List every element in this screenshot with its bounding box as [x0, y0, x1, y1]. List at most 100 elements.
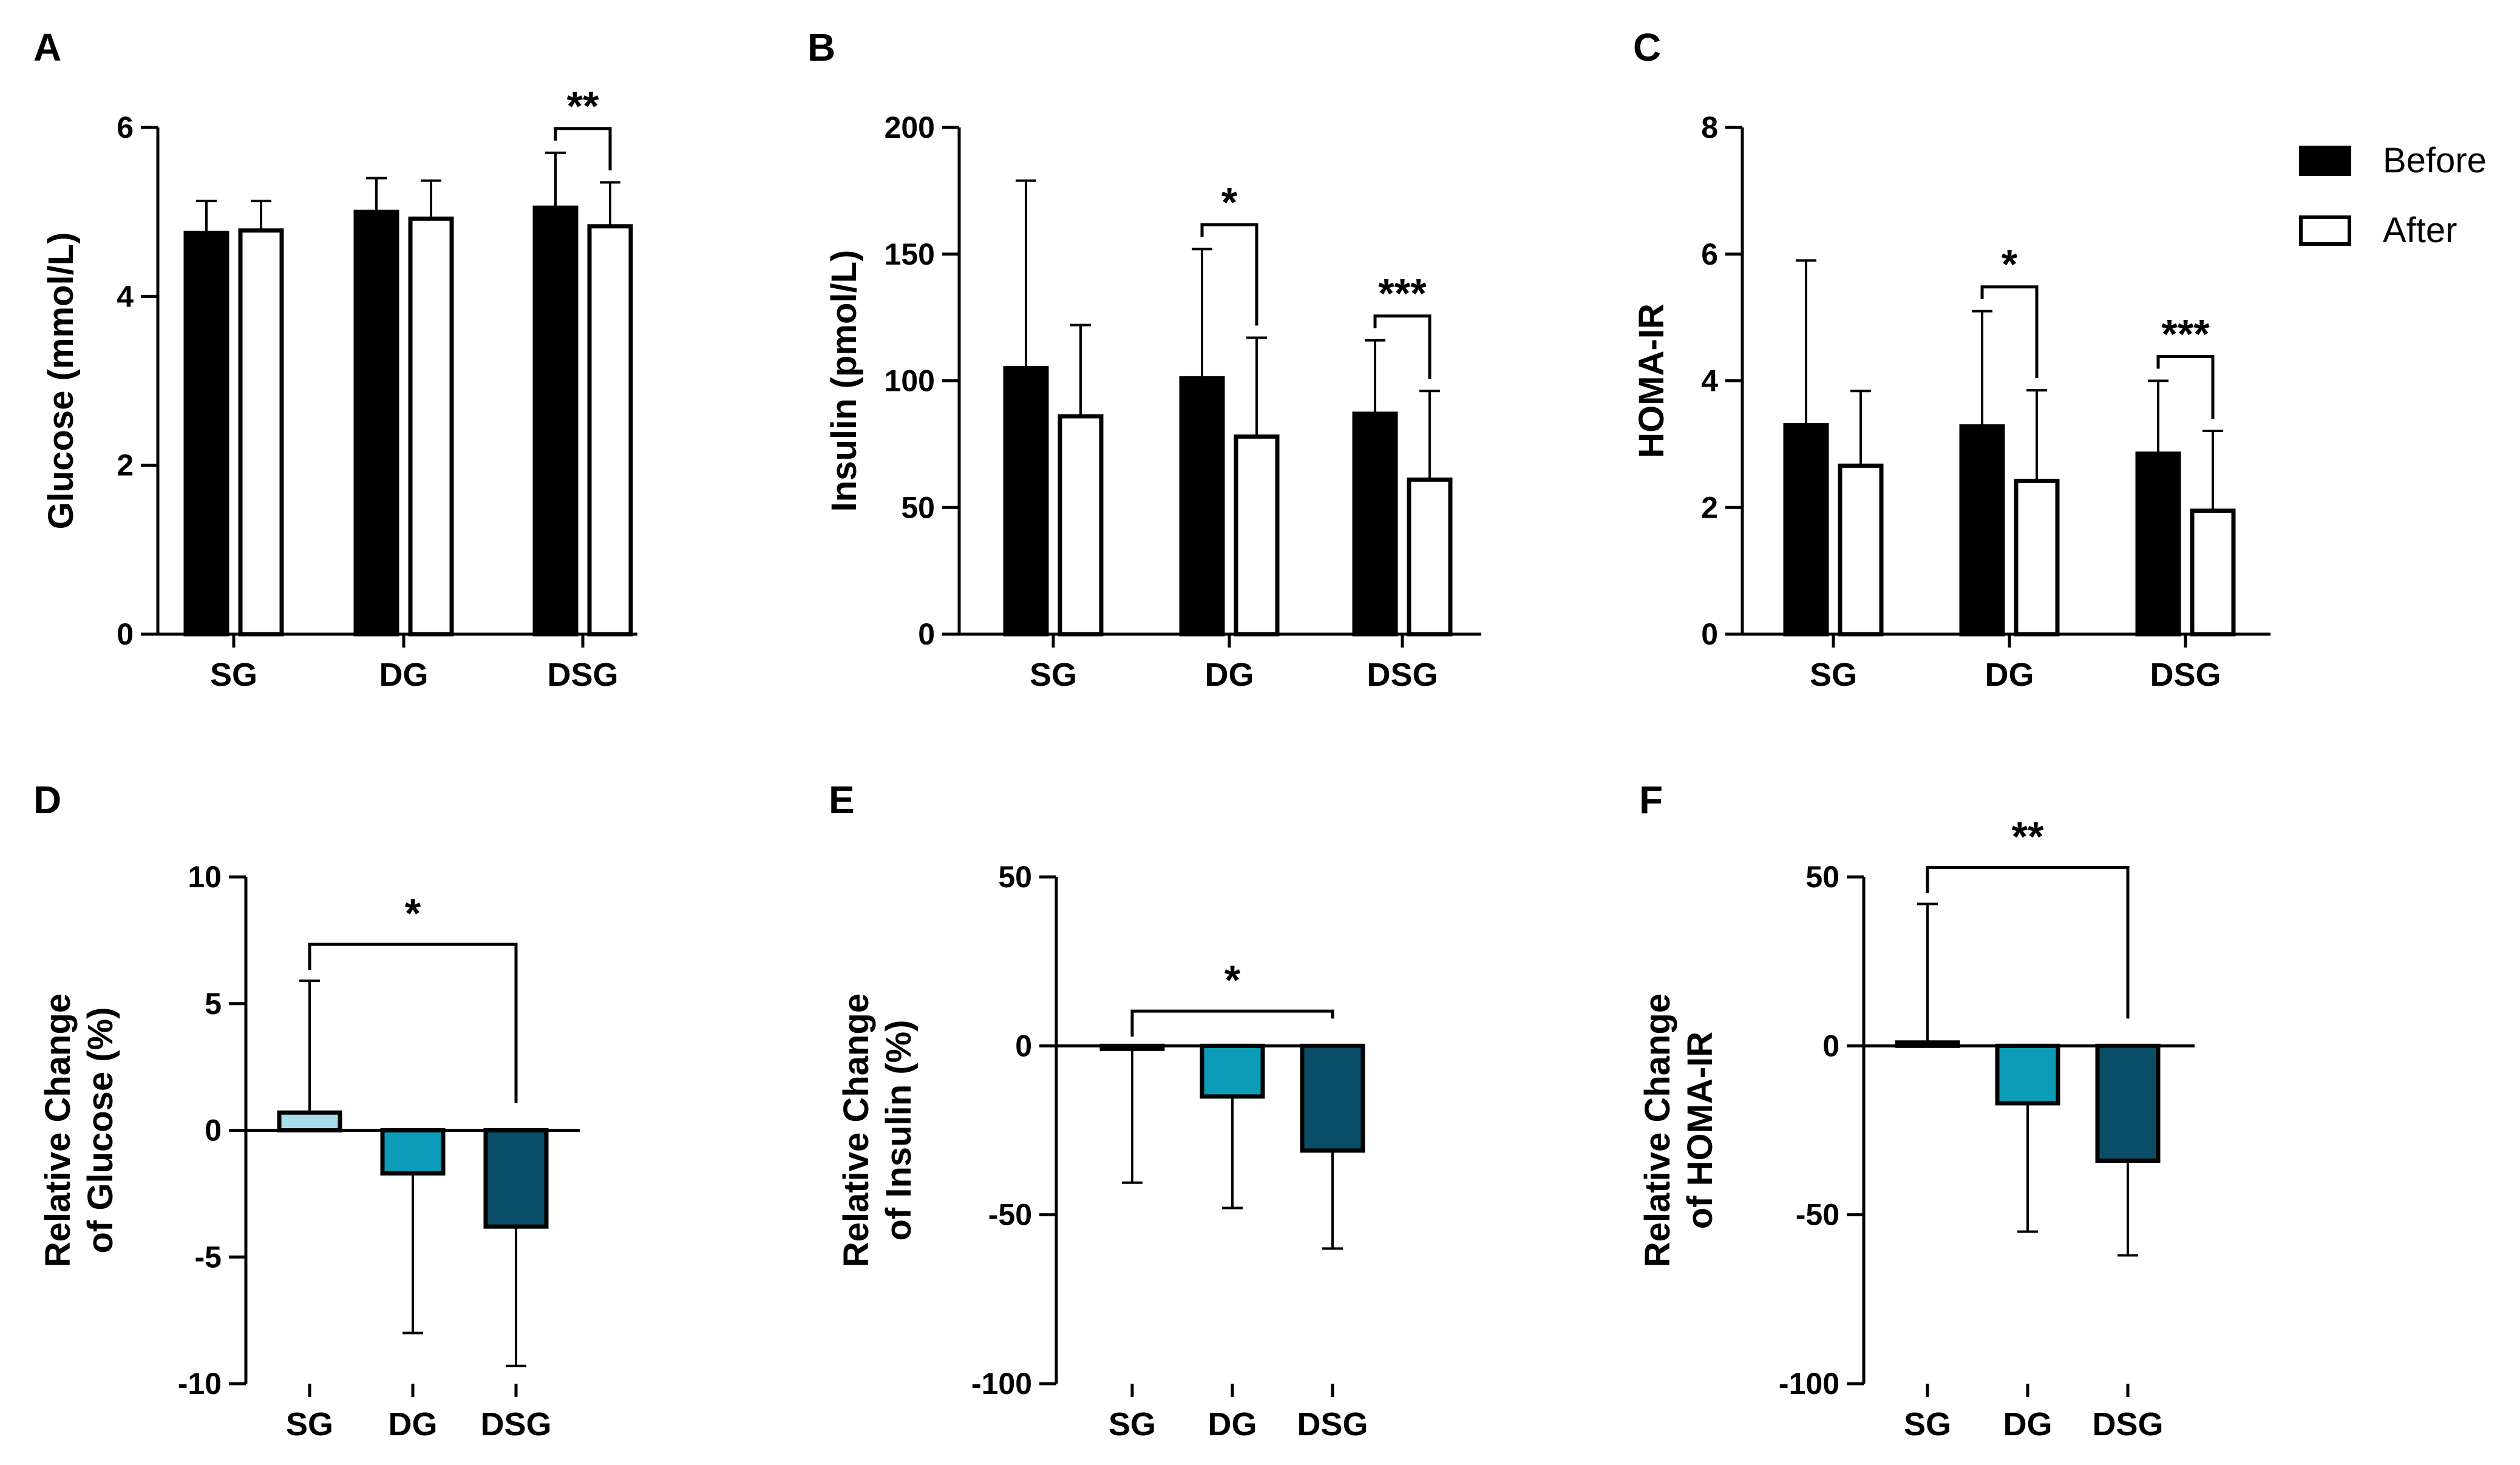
significance-bracket: [308, 942, 518, 1103]
y-axis-label-line: Relative Change: [1638, 993, 1677, 1267]
y-axis-label: Relative Changeof Glucose (%): [38, 993, 120, 1267]
x-tick-label: DG: [2003, 1406, 2053, 1443]
bar-before-dsg: [532, 205, 579, 637]
legend-label-before: Before: [2383, 141, 2487, 180]
y-axis-label-line: of Glucose (%): [81, 1007, 120, 1253]
x-tick-label: SG: [1904, 1406, 1951, 1443]
y-axis-label: Relative Changeof HOMA-IR: [1638, 993, 1720, 1267]
panel-letter: C: [1633, 25, 1661, 69]
bar-before-sg: [1783, 423, 1829, 637]
x-tick-label: SG: [286, 1406, 333, 1443]
panel-a: A 0 2 4 6 Glucose (mmol/L) SG DG DSG **: [33, 25, 637, 693]
y-tick-label: -100: [971, 1367, 1032, 1401]
y-axis-label: Relative Changeof Insulin (%): [837, 993, 919, 1267]
significance-marker: *: [2002, 242, 2018, 288]
bar-before-dg: [1179, 376, 1225, 637]
y-tick-label: 150: [885, 237, 935, 271]
x-tick-label: DSG: [547, 657, 618, 693]
bar-before-dg: [1959, 424, 2005, 637]
bar-dg: [380, 1128, 446, 1176]
y-tick-label: 50: [1805, 860, 1839, 894]
significance-marker: **: [2012, 814, 2044, 860]
bar-after-dg: [1234, 434, 1280, 637]
significance-bracket: [2156, 355, 2215, 419]
significance-bracket: [1373, 314, 1432, 379]
bar-before-sg: [1003, 366, 1049, 637]
significance-bracket: [1200, 223, 1258, 326]
bar-before-dsg: [1352, 411, 1398, 637]
x-tick-label: DG: [1205, 657, 1254, 693]
significance-bracket: [554, 127, 612, 171]
legend-swatch-before: [2299, 146, 2351, 176]
y-axis-label: Glucose (mmol/L): [41, 232, 81, 530]
x-tick-label: DSG: [2092, 1406, 2163, 1443]
x-tick-label: DG: [1208, 1406, 1257, 1443]
x-tick-label: SG: [1109, 1406, 1156, 1443]
y-axis-label-line: Relative Change: [38, 993, 78, 1267]
x-tick-label: SG: [1810, 657, 1857, 693]
y-tick-label: 8: [1701, 110, 1718, 144]
y-tick-label: 0: [918, 617, 935, 651]
y-tick-label: 50: [901, 490, 935, 524]
significance-marker: ***: [1378, 271, 1427, 317]
y-tick-label: -50: [988, 1198, 1032, 1232]
panel-letter: F: [1639, 778, 1663, 822]
y-tick-label: 200: [885, 110, 935, 144]
bar-before-dg: [353, 209, 399, 637]
y-tick-label: 0: [1822, 1029, 1839, 1063]
bar-dsg: [483, 1128, 549, 1229]
y-tick-label: -100: [1779, 1367, 1839, 1401]
y-tick-label: 0: [1701, 617, 1718, 651]
bar-dsg: [1300, 1043, 1365, 1153]
x-tick-label: DG: [389, 1406, 438, 1443]
y-tick-label: 6: [1701, 237, 1718, 271]
panel-letter: E: [829, 778, 855, 822]
y-tick-label: -10: [178, 1367, 222, 1401]
significance-marker: *: [1221, 179, 1238, 225]
significance-marker: **: [567, 83, 599, 129]
bar-before-dsg: [2135, 452, 2181, 637]
significance-bracket: [1980, 285, 2039, 379]
bar-dg: [1200, 1043, 1265, 1099]
legend-swatch-after: [2299, 215, 2351, 246]
legend: Before After: [2299, 141, 2487, 250]
x-tick-label: DSG: [1367, 657, 1438, 693]
bar-dsg: [2095, 1043, 2161, 1163]
y-tick-label: 4: [117, 279, 134, 313]
y-tick-label: 2: [1701, 490, 1718, 524]
y-axis-label: HOMA-IR: [1632, 303, 1671, 458]
y-tick-label: 100: [885, 364, 935, 398]
y-tick-label: 0: [117, 617, 134, 651]
bar-after-dsg: [1407, 477, 1453, 637]
significance-marker: *: [1224, 957, 1241, 1003]
bar-after-dsg: [587, 224, 633, 637]
x-tick-label: SG: [1030, 657, 1077, 693]
y-axis-label-line: Relative Change: [837, 993, 876, 1267]
bar-after-dsg: [2190, 508, 2236, 637]
y-axis-label-line: of Insulin (%): [879, 1020, 919, 1240]
y-axis-label: Insulin (pmol/L): [824, 250, 864, 512]
x-tick-label: SG: [210, 657, 257, 693]
significance-marker: *: [405, 890, 421, 936]
y-tick-label: 2: [117, 448, 134, 482]
y-tick-label: 0: [205, 1114, 222, 1148]
bar-after-sg: [1838, 463, 1884, 637]
panel-f: F -100 -50 0 50 Relative Changeof HOMA-IR SG DG…: [1638, 778, 2195, 1443]
x-tick-label: DG: [1985, 657, 2034, 693]
y-tick-label: 6: [117, 110, 134, 144]
y-tick-label: -5: [195, 1240, 222, 1274]
significance-bracket: [1130, 1009, 1334, 1037]
bar-sg: [277, 1110, 342, 1133]
y-tick-label: 4: [1701, 364, 1718, 398]
y-tick-label: 0: [1015, 1029, 1032, 1063]
bar-dg: [1995, 1043, 2060, 1106]
x-tick-label: DSG: [1297, 1406, 1368, 1443]
significance-marker: ***: [2161, 311, 2210, 357]
y-tick-label: -50: [1796, 1198, 1839, 1232]
panel-letter: A: [33, 25, 61, 69]
x-tick-label: DSG: [480, 1406, 551, 1443]
legend-label-after: After: [2383, 211, 2457, 250]
panel-letter: B: [807, 25, 835, 69]
